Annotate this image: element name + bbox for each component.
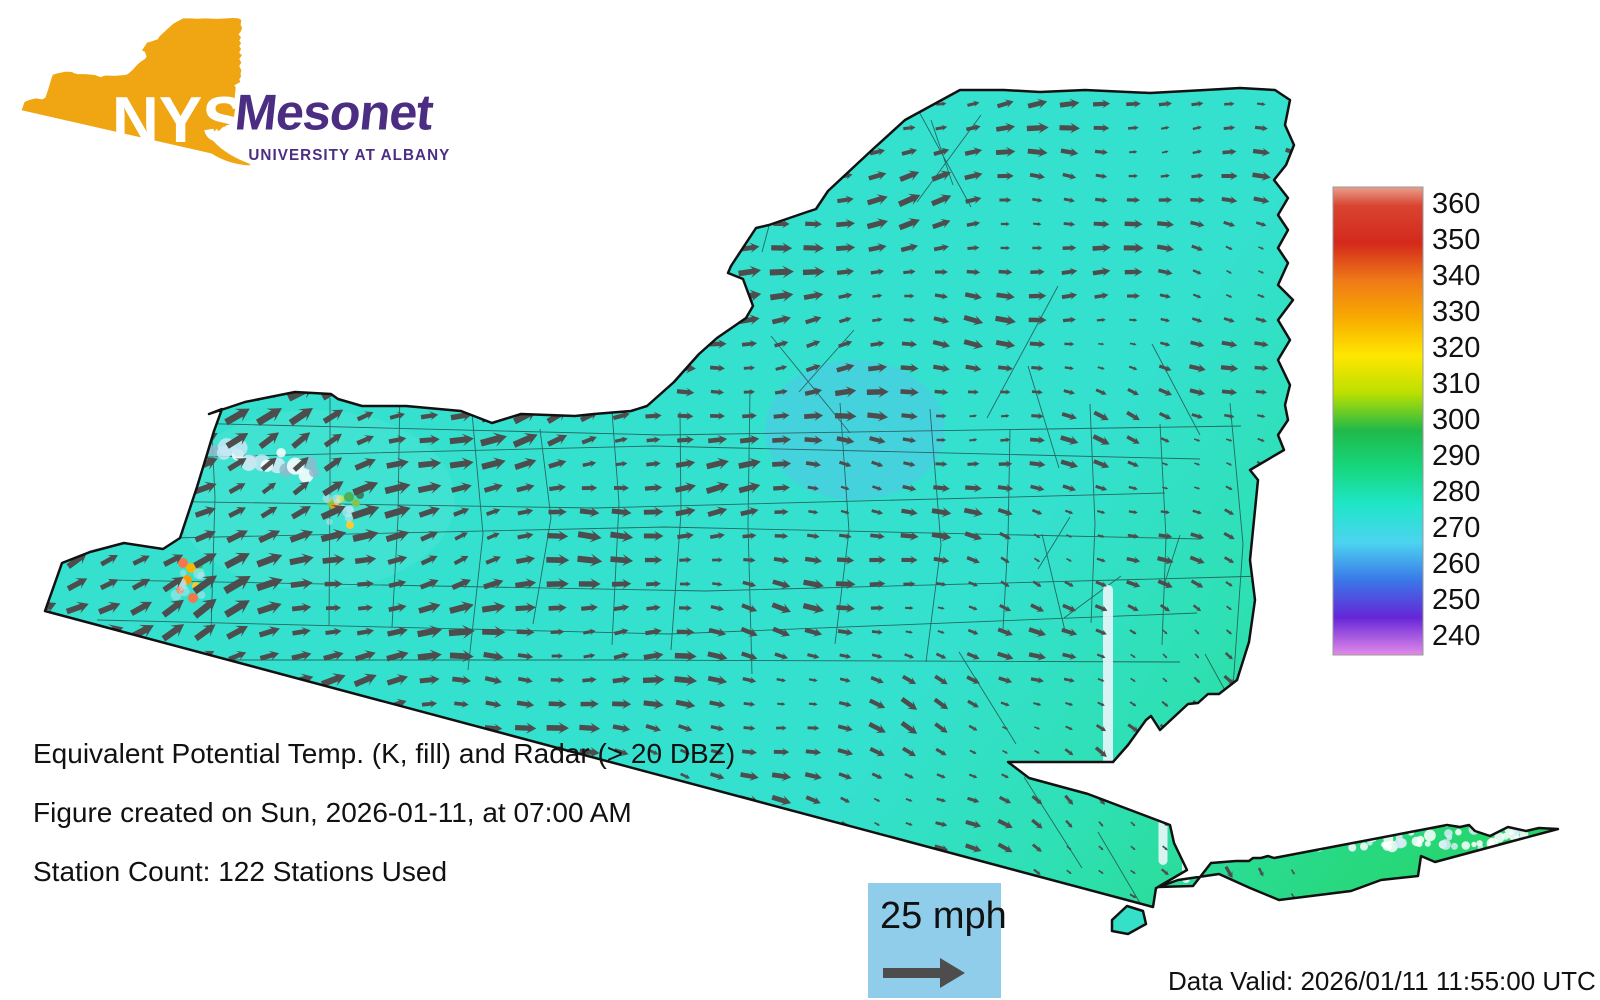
svg-text:Mesonet: Mesonet (232, 83, 436, 140)
svg-text:NYS: NYS (112, 83, 246, 156)
svg-text:UNIVERSITY AT ALBANY: UNIVERSITY AT ALBANY (248, 147, 450, 164)
svg-text:25 mph: 25 mph (880, 895, 1007, 937)
